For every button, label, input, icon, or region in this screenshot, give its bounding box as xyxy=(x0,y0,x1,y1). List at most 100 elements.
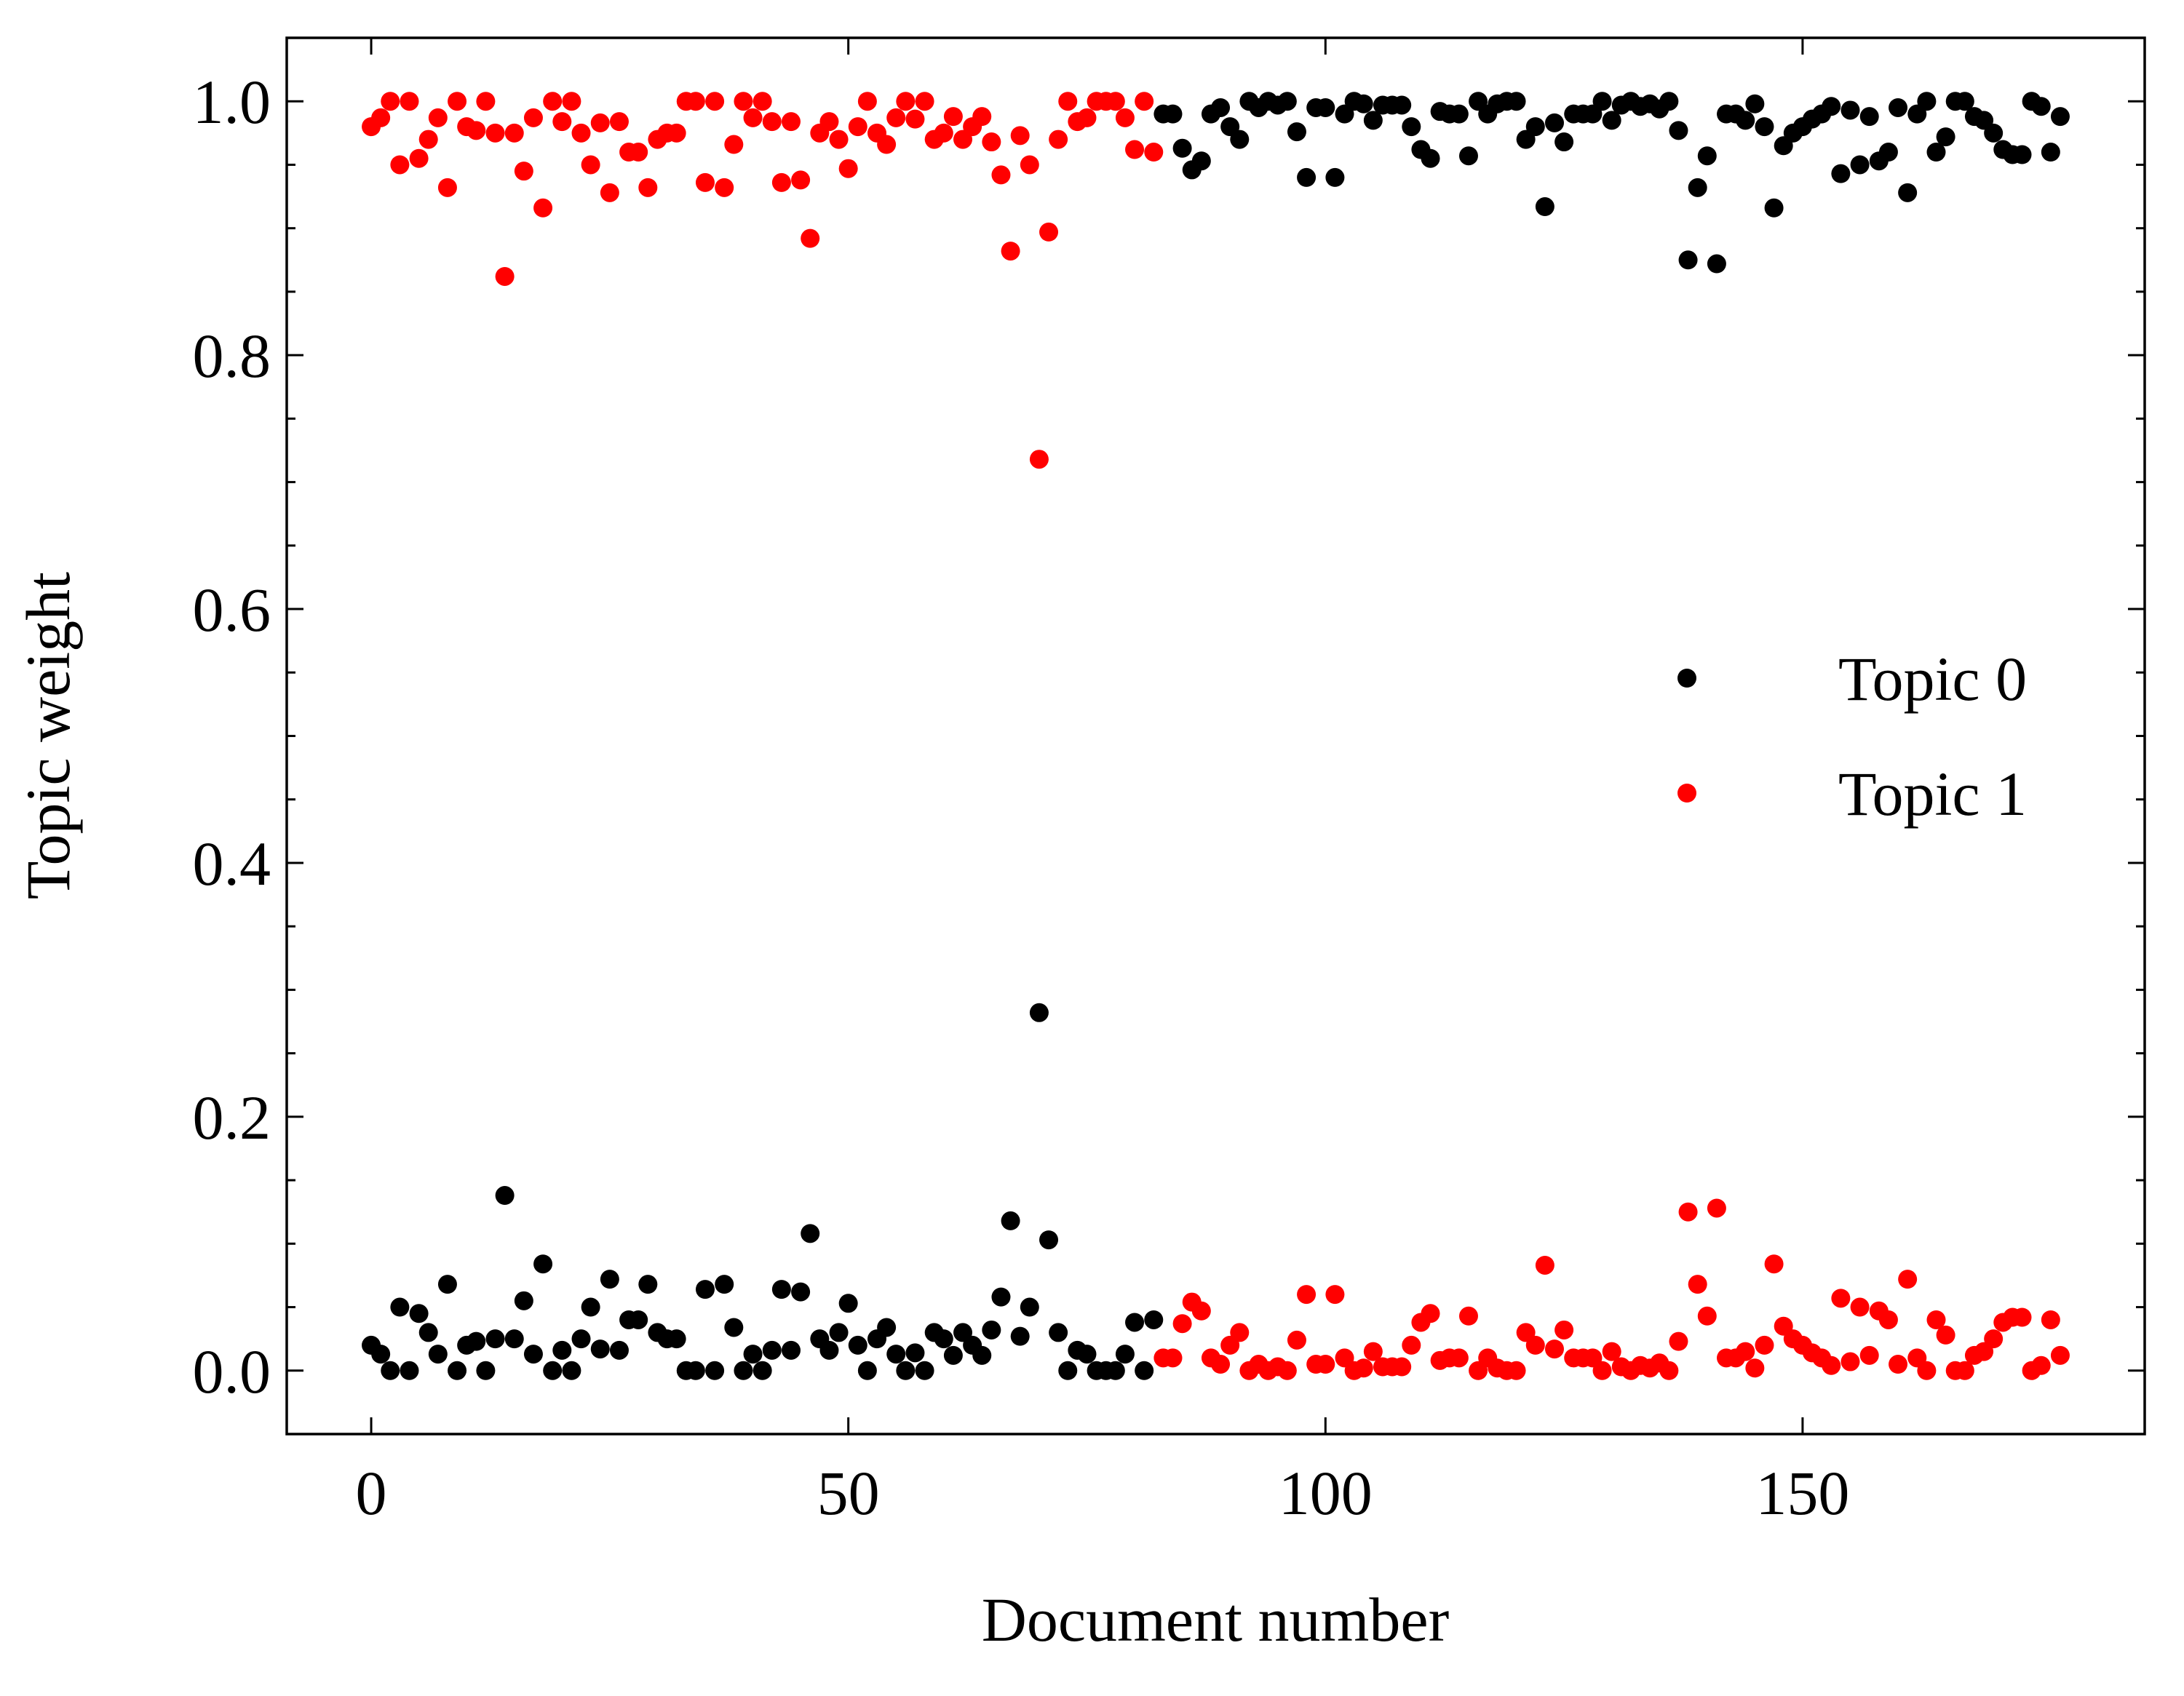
point xyxy=(838,1294,858,1313)
point xyxy=(686,92,705,111)
point xyxy=(428,108,448,127)
point xyxy=(715,1275,734,1294)
point xyxy=(1105,92,1125,111)
point xyxy=(1191,1301,1211,1321)
x-axis-label: Document number xyxy=(982,1585,1449,1655)
y-tick-label: 0.4 xyxy=(193,829,271,899)
point xyxy=(905,109,925,129)
point xyxy=(1392,95,1412,115)
point xyxy=(629,143,648,162)
point xyxy=(915,1361,934,1380)
point xyxy=(1745,1358,1765,1378)
point xyxy=(972,107,992,127)
point xyxy=(1458,1306,1478,1326)
point xyxy=(1325,1285,1345,1305)
point xyxy=(743,1345,763,1364)
point xyxy=(1277,92,1297,111)
point xyxy=(1707,254,1726,274)
point xyxy=(2031,1355,2051,1375)
point xyxy=(1955,92,1974,111)
point xyxy=(1421,148,1440,168)
point xyxy=(1020,1297,1039,1317)
point xyxy=(390,1297,410,1317)
point xyxy=(753,1361,772,1380)
point xyxy=(1020,155,1039,175)
point xyxy=(943,107,963,127)
point xyxy=(562,92,581,111)
x-tick-label: 100 xyxy=(1279,1458,1373,1528)
point xyxy=(1898,183,1918,202)
point xyxy=(877,1318,897,1337)
point xyxy=(991,165,1011,185)
point xyxy=(1363,1342,1383,1361)
point xyxy=(724,135,744,154)
point xyxy=(1297,1285,1317,1305)
point xyxy=(428,1345,448,1364)
point xyxy=(1917,92,1937,111)
point xyxy=(571,1329,591,1349)
point xyxy=(734,1361,753,1380)
point xyxy=(1926,143,1946,162)
point xyxy=(1831,1289,1851,1308)
point xyxy=(762,1340,782,1360)
point xyxy=(533,1254,553,1274)
point xyxy=(600,183,619,202)
point xyxy=(1316,97,1335,117)
point xyxy=(1354,1358,1373,1378)
point xyxy=(1001,1211,1020,1230)
point xyxy=(1554,1320,1574,1339)
point xyxy=(1354,94,1373,114)
point xyxy=(1363,111,1383,130)
point xyxy=(1392,1357,1412,1377)
point xyxy=(743,108,763,127)
point xyxy=(390,155,410,175)
point xyxy=(466,1331,486,1351)
point xyxy=(1736,111,1755,130)
point xyxy=(400,92,419,111)
point xyxy=(1049,1323,1068,1342)
point xyxy=(991,1287,1011,1307)
point xyxy=(1029,450,1049,469)
point xyxy=(1859,107,1879,127)
point xyxy=(1898,1270,1918,1289)
point xyxy=(1001,242,1020,261)
point xyxy=(609,1340,629,1360)
point xyxy=(877,135,897,154)
point xyxy=(371,108,391,127)
point xyxy=(695,172,715,192)
point xyxy=(1287,122,1306,142)
point xyxy=(1458,146,1478,166)
point xyxy=(609,112,629,132)
point xyxy=(1115,1345,1135,1364)
point xyxy=(781,112,801,132)
point xyxy=(2050,107,2070,127)
point xyxy=(381,1361,400,1380)
point xyxy=(1678,1202,1698,1222)
point xyxy=(1144,1310,1164,1329)
point xyxy=(667,1329,686,1349)
point xyxy=(686,1361,705,1380)
point xyxy=(1402,1335,1421,1355)
point xyxy=(1039,1230,1059,1250)
point xyxy=(762,112,782,132)
x-tick-label: 50 xyxy=(817,1458,880,1528)
point xyxy=(1592,1361,1612,1380)
point xyxy=(1421,1304,1440,1323)
point xyxy=(1859,1345,1879,1365)
point xyxy=(638,178,658,197)
point xyxy=(1125,140,1145,159)
point xyxy=(1049,130,1068,149)
point xyxy=(562,1361,581,1380)
point xyxy=(476,1361,496,1380)
point xyxy=(1230,130,1250,149)
point xyxy=(1917,1361,1937,1380)
point xyxy=(1745,94,1765,114)
y-tick-label: 0.8 xyxy=(193,321,271,391)
point xyxy=(1822,97,1841,116)
point xyxy=(724,1318,744,1337)
point xyxy=(1325,167,1345,187)
point xyxy=(791,170,811,190)
point xyxy=(552,112,572,132)
point xyxy=(667,123,686,143)
point xyxy=(418,1323,438,1342)
